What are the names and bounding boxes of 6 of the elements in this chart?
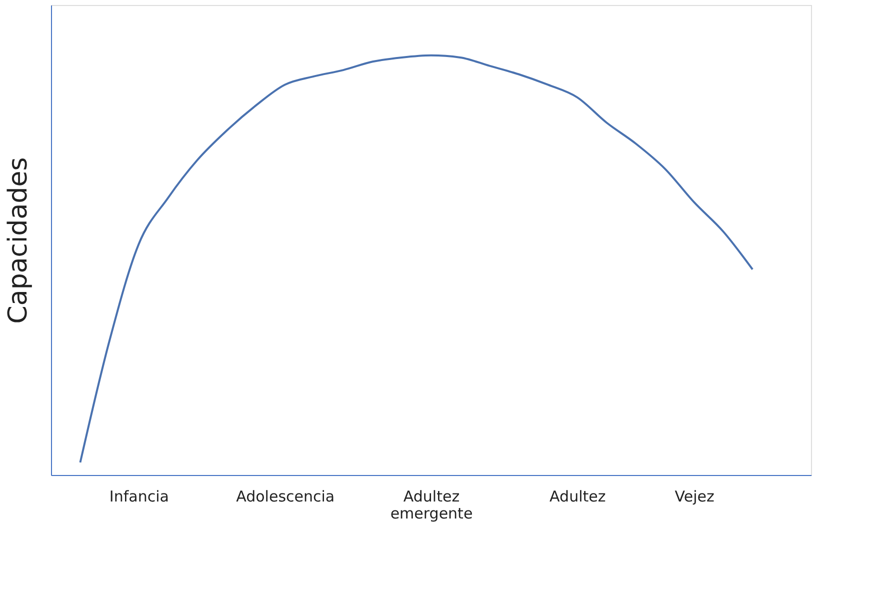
x-tick-label: Vejez xyxy=(674,488,714,506)
x-tick-label: Infancia xyxy=(109,488,169,506)
x-tick-label: Adolescencia xyxy=(236,488,335,506)
x-tick-label: Adultez xyxy=(550,488,606,506)
x-tick-label: Adultez emergente xyxy=(390,488,473,522)
y-axis-title: Capacidades xyxy=(4,157,34,324)
